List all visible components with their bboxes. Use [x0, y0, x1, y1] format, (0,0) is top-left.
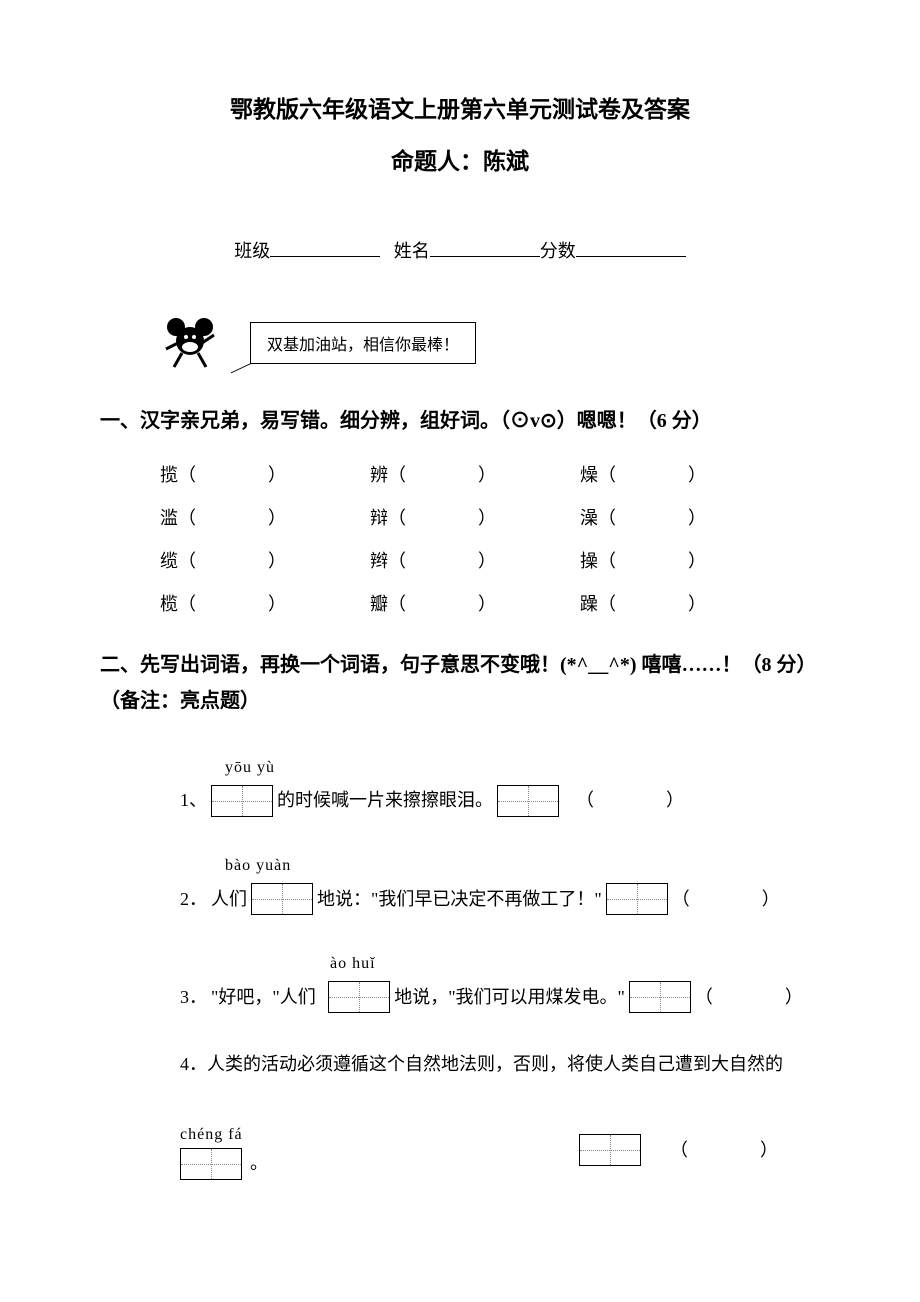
- char-cell: 缆（ ）: [160, 540, 330, 583]
- mickey-icon: [160, 313, 220, 373]
- pinyin-label: chéng fá: [180, 1121, 268, 1148]
- doc-title: 鄂教版六年级语文上册第六单元测试卷及答案: [100, 90, 820, 124]
- section2-heading: 二、先写出词语，再换一个词语，句子意思不变哦！(*^__^*) 嘻嘻……！（8 …: [100, 647, 820, 719]
- class-blank[interactable]: [270, 236, 380, 257]
- question-4-bottom: chéng fá 。 （ ）: [180, 1121, 820, 1180]
- write-box[interactable]: [251, 883, 313, 915]
- char-row: 滥（ ） 辩（ ） 澡（ ）: [160, 497, 820, 540]
- write-box[interactable]: [180, 1148, 242, 1180]
- answer-paren[interactable]: （ ）: [670, 1135, 780, 1166]
- char-cell: 瓣（ ）: [370, 583, 540, 626]
- pinyin-label: bào yuàn: [225, 852, 820, 879]
- info-line: 班级 姓名 分数: [100, 236, 820, 263]
- answer-paren[interactable]: （ ）: [695, 982, 805, 1013]
- question-1: yōu yù 1、 的时候喊一片来擦擦眼泪。 （ ）: [180, 754, 820, 817]
- char-row: 揽（ ） 辨（ ） 燥（ ）: [160, 454, 820, 497]
- pinyin-label: ào huǐ: [330, 950, 820, 977]
- q-num: 3．: [180, 982, 207, 1013]
- name-blank[interactable]: [430, 236, 540, 257]
- q-text: 地说："我们早已决定不再做工了！": [317, 884, 602, 915]
- write-box[interactable]: [328, 981, 390, 1013]
- score-label: 分数: [540, 241, 576, 261]
- q-text: "好吧，"人们: [211, 982, 316, 1013]
- pinyin-label: yōu yù: [225, 754, 820, 781]
- class-label: 班级: [234, 241, 270, 261]
- char-cell: 躁（ ）: [580, 583, 750, 626]
- char-row: 缆（ ） 辫（ ） 操（ ）: [160, 540, 820, 583]
- score-blank[interactable]: [576, 236, 686, 257]
- char-table: 揽（ ） 辨（ ） 燥（ ） 滥（ ） 辩（ ） 澡（ ） 缆（ ） 辫（ ） …: [160, 454, 820, 627]
- q-text: 人们: [211, 884, 247, 915]
- write-box[interactable]: [211, 785, 273, 817]
- char-cell: 操（ ）: [580, 540, 750, 583]
- period: 。: [250, 1148, 268, 1179]
- write-box[interactable]: [606, 883, 668, 915]
- char-cell: 澡（ ）: [580, 497, 750, 540]
- char-cell: 滥（ ）: [160, 497, 330, 540]
- q-text: 地说，"我们可以用煤发电。": [394, 982, 625, 1013]
- write-box[interactable]: [579, 1134, 641, 1166]
- q-text: 人类的活动必须遵循这个自然地法则，否则，将使人类自己遭到大自然的: [207, 1054, 783, 1074]
- char-cell: 辫（ ）: [370, 540, 540, 583]
- char-cell: 揽（ ）: [160, 454, 330, 497]
- answer-paren[interactable]: （ ）: [672, 884, 782, 915]
- write-box[interactable]: [629, 981, 691, 1013]
- char-cell: 辩（ ）: [370, 497, 540, 540]
- question-2: bào yuàn 2．人们 地说："我们早已决定不再做工了！" （ ）: [180, 852, 820, 915]
- name-label: 姓名: [394, 241, 430, 261]
- doc-subtitle: 命题人：陈斌: [100, 142, 820, 176]
- write-box[interactable]: [497, 785, 559, 817]
- section1-heading: 一、汉字亲兄弟，易写错。细分辨，组好词。（⊙v⊙）嗯嗯！（6 分）: [100, 403, 820, 439]
- answer-paren[interactable]: （ ）: [576, 785, 686, 816]
- char-cell: 榄（ ）: [160, 583, 330, 626]
- question-4: 4．人类的活动必须遵循这个自然地法则，否则，将使人类自己遭到大自然的: [180, 1048, 820, 1080]
- q-num: 1、: [180, 785, 207, 816]
- q-text: 的时候喊一片来擦擦眼泪。: [277, 785, 493, 816]
- q-num: 4．: [180, 1054, 207, 1074]
- callout-box: 双基加油站，相信你最棒！: [250, 322, 476, 364]
- callout-row: 双基加油站，相信你最棒！: [100, 313, 820, 373]
- question-3: ào huǐ 3．"好吧，"人们 地说，"我们可以用煤发电。" （ ）: [180, 950, 820, 1013]
- char-row: 榄（ ） 瓣（ ） 躁（ ）: [160, 583, 820, 626]
- char-cell: 燥（ ）: [580, 454, 750, 497]
- q-num: 2．: [180, 884, 207, 915]
- char-cell: 辨（ ）: [370, 454, 540, 497]
